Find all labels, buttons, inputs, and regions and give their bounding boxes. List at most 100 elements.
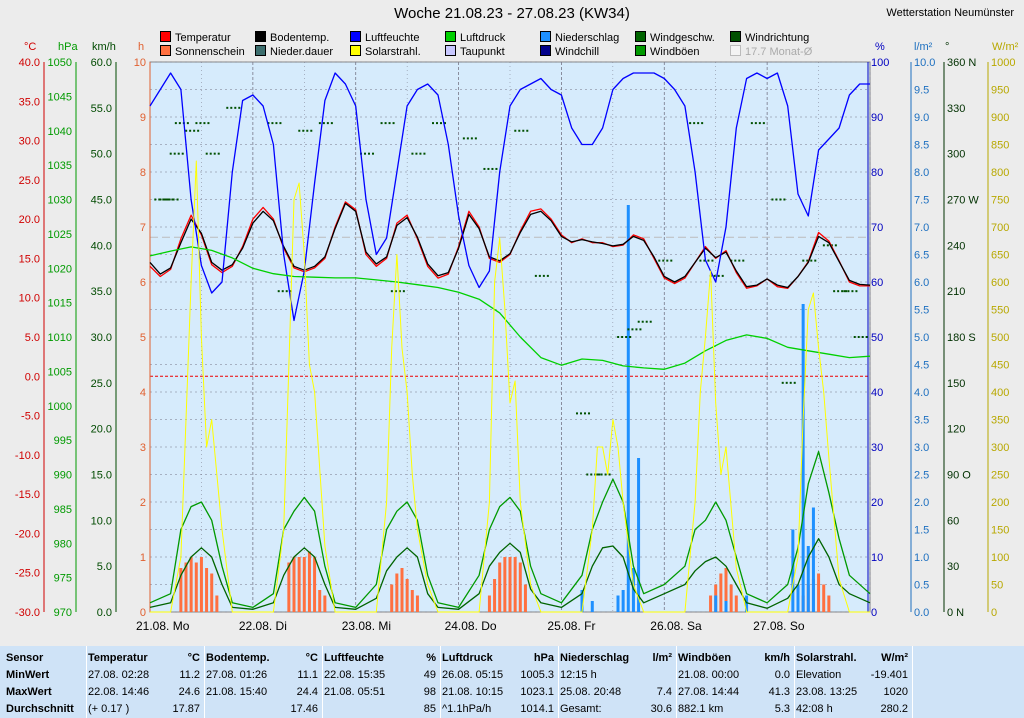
axis-tick-pressure: 1030 (48, 195, 72, 207)
winddir-dot (234, 106, 237, 109)
axis-unit-temp: °C (24, 41, 36, 53)
axis-tick-solar: 900 (991, 112, 1009, 124)
stats-separator (912, 646, 913, 718)
axis-tick-precip: 1.5 (914, 525, 929, 537)
legend-swatch (540, 31, 551, 42)
winddir-dot (775, 198, 778, 201)
winddir-dot (172, 198, 175, 201)
stats-cell: 27.08. 14:44 41.3 (678, 684, 794, 701)
legend-label: Windrichtung (745, 32, 810, 44)
winddir-dot (666, 259, 669, 262)
winddir-dot (625, 336, 628, 338)
legend-swatch (350, 45, 361, 56)
sunshine-bar (313, 557, 317, 612)
legend-item[interactable]: Taupunkt (445, 45, 505, 58)
stats-cell-value: °C (187, 652, 200, 664)
stats-separator (86, 646, 87, 718)
legend-item[interactable]: Windböen (635, 45, 700, 58)
axis-tick-precip: 1.0 (914, 552, 929, 564)
axis-tick-hours: 2 (140, 497, 146, 509)
axis-tick-pressure: 975 (54, 573, 72, 585)
axis-tick-dir: 150 (947, 378, 965, 390)
axis-tick-pressure: 980 (54, 538, 72, 550)
winddir-dot (865, 336, 868, 338)
stats-cell-label: 21.08. 05:51 (324, 686, 386, 698)
winddir-dot (802, 259, 805, 262)
axis-tick-hours: 7 (140, 222, 146, 234)
winddir-dot (822, 244, 825, 247)
winddir-dot (275, 122, 278, 125)
sunshine-bar (724, 568, 728, 612)
stats-cell-label: Bodentemp. (206, 652, 270, 664)
row-label-avg: Durchschnitt (6, 703, 74, 715)
axis-tick-precip: 10.0 (914, 57, 935, 69)
x-tick-label: 22.08. Di (239, 619, 287, 633)
legend-item[interactable]: Windrichtung (730, 31, 809, 44)
axis-tick-wind: 30.0 (91, 332, 112, 344)
stats-cell-value: 11.2 (179, 669, 200, 681)
winddir-dot (546, 274, 549, 277)
legend-label: Niederschlag (555, 32, 620, 44)
winddir-dot (174, 122, 177, 125)
sunshine-bar (189, 557, 193, 612)
winddir-dot (267, 122, 270, 125)
legend-item[interactable]: Luftfeuchte (350, 31, 419, 44)
winddir-dot (793, 381, 796, 384)
axis-tick-pressure: 1015 (48, 298, 72, 310)
winddir-dot (826, 244, 829, 247)
axis-tick-dir: 210 (947, 286, 965, 298)
axis-tick-dir: 360 N (947, 57, 976, 69)
axis-tick-precip: 2.0 (914, 497, 929, 509)
stats-cell-label: 22.08. 14:46 (88, 686, 150, 698)
axis-tick-temp: 0.0 (25, 371, 40, 383)
axis-tick-precip: 4.0 (914, 387, 929, 399)
axis-tick-hours: 10 (134, 57, 146, 69)
precip-bar (801, 304, 805, 612)
sunshine-bar (395, 573, 399, 612)
legend-item[interactable]: 17.7 Monat-Ø (730, 45, 812, 58)
winddir-dot (402, 290, 405, 293)
precip-bar (616, 595, 620, 612)
axis-tick-hours: 9 (140, 112, 146, 124)
legend-item[interactable]: Bodentemp. (255, 31, 329, 44)
winddir-dot (171, 198, 174, 201)
legend-item[interactable]: Nieder.dauer (255, 45, 333, 58)
legend-item[interactable]: Niederschlag (540, 31, 619, 44)
sunshine-bar (215, 595, 219, 612)
axis-tick-temp: 30.0 (19, 136, 40, 148)
stats-cell: Windböen km/h (678, 650, 794, 667)
axis-tick-dir: 180 S (947, 332, 976, 344)
winddir-dot (580, 412, 582, 415)
legend-item[interactable]: Windgeschw. (635, 31, 715, 44)
stats-cell-value: 7.4 (656, 686, 672, 698)
sunshine-bar (709, 595, 713, 612)
axis-tick-precip: 8.0 (914, 167, 929, 179)
stats-separator (676, 646, 677, 718)
legend-item[interactable]: Solarstrahl. (350, 45, 421, 58)
winddir-dot (285, 290, 288, 293)
stats-cell-value: °C (305, 652, 318, 664)
axis-tick-solar: 700 (991, 222, 1009, 234)
stats-column: Luftdruck hPa 26.08. 05:15 1005.3 21.08. 10:… (442, 650, 558, 718)
winddir-dot (207, 122, 210, 125)
sunshine-bar (523, 584, 527, 612)
axis-tick-solar: 500 (991, 332, 1009, 344)
legend-swatch (255, 31, 266, 42)
x-tick-label: 21.08. Mo (136, 619, 190, 633)
legend-item[interactable]: Windchill (540, 45, 599, 58)
station-name: Wetterstation Neumünster (886, 7, 1014, 19)
winddir-dot (697, 122, 700, 125)
chart-title: Woche 21.08.23 - 27.08.23 (KW34) (394, 5, 630, 22)
legend-item[interactable]: Temperatur (160, 31, 231, 44)
sunshine-bar (179, 568, 183, 612)
stats-panel: Sensor MinWert MaxWert Durchschnitt Temp… (0, 646, 1024, 718)
winddir-dot (596, 473, 599, 476)
axis-tick-temp: 40.0 (19, 57, 40, 69)
legend-item[interactable]: Luftdruck (445, 31, 505, 44)
sunshine-bar (513, 557, 517, 612)
axis-tick-precip: 3.0 (914, 442, 929, 454)
winddir-dot (588, 412, 590, 415)
winddir-dot (181, 152, 184, 155)
axis-tick-precip: 0.5 (914, 580, 929, 592)
legend-item[interactable]: Sonnenschein (160, 45, 245, 58)
